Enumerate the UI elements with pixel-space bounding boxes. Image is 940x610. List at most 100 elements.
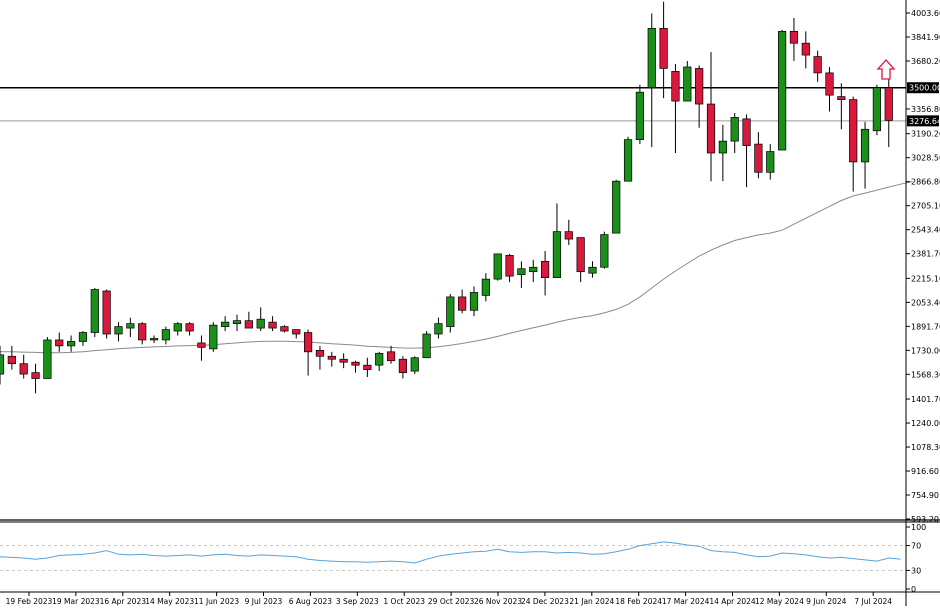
bear-candle	[280, 326, 289, 332]
price-tick-label: 2866.80	[911, 178, 940, 187]
oscillator-tick-label: 100	[911, 523, 926, 532]
bull-candle	[552, 231, 562, 278]
oscillator-tick-label: 0	[911, 585, 916, 594]
bull-candle	[517, 268, 526, 276]
price-tick-label: 1568.30	[911, 370, 940, 379]
time-tick-label: 3 Sep 2023	[336, 597, 379, 606]
bear-candle	[813, 56, 822, 74]
bull-candle	[434, 323, 443, 335]
bull-candle	[422, 333, 431, 359]
time-tick-label: 16 Apr 2023	[100, 597, 147, 606]
time-tick-label: 14 Apr 2024	[709, 597, 756, 606]
time-tick-label: 21 Jan 2024	[569, 597, 614, 606]
price-tick-label: 916.60	[911, 467, 939, 476]
bear-candle	[540, 260, 550, 278]
bear-candle	[695, 68, 704, 105]
bull-candle	[730, 117, 739, 142]
bull-candle	[375, 352, 384, 366]
bear-candle	[564, 231, 573, 240]
bear-candle	[19, 363, 28, 375]
price-tick-label: 3841.90	[911, 33, 940, 42]
price-tick-label: 1078.30	[911, 443, 940, 452]
time-tick-label: 6 Aug 2023	[289, 597, 332, 606]
bull-candle	[78, 332, 88, 342]
bull-candle	[446, 296, 455, 327]
bull-candle	[647, 28, 656, 89]
bull-candle	[149, 338, 159, 341]
bear-candle	[576, 237, 585, 273]
bull-candle	[256, 318, 265, 329]
bull-candle	[90, 289, 99, 333]
bull-candle	[860, 128, 870, 163]
price-tick-label: 1401.70	[911, 395, 940, 404]
time-tick-label: 18 Feb 2024	[615, 597, 662, 606]
arrow-layer	[876, 59, 896, 80]
price-tick-label: 2215.10	[911, 274, 940, 283]
bear-candle	[244, 320, 253, 329]
price-label-box	[907, 115, 939, 127]
bear-candle	[185, 323, 194, 332]
price-label: 3500.00	[909, 84, 940, 93]
time-tick-label: 7 Jul 2024	[854, 597, 892, 606]
bear-candle	[505, 255, 514, 277]
price-tick-label: 2053.40	[911, 298, 940, 307]
bull-candle	[481, 278, 490, 296]
up-arrow-icon	[876, 59, 896, 80]
bull-candle	[872, 87, 882, 132]
time-tick-label: 29 Oct 2023	[428, 597, 475, 606]
bear-candle	[458, 296, 467, 311]
oscillator-layer	[0, 541, 906, 571]
time-tick-label: 1 Oct 2023	[383, 597, 425, 606]
horizontal-lines-layer	[0, 86, 906, 122]
bear-candle	[7, 355, 16, 365]
price-label: 3276.64	[909, 117, 940, 126]
price-tick-label: 1891.70	[911, 322, 940, 331]
time-tick-label: 19 Feb 2023	[6, 597, 53, 606]
price-tick-label: 2381.70	[911, 250, 940, 259]
bull-candle	[718, 140, 727, 154]
bull-candle	[66, 341, 76, 347]
bear-candle	[398, 358, 407, 373]
price-tick-label: 3028.50	[911, 154, 940, 163]
bull-candle	[221, 321, 230, 327]
price-tick-label: 3190.20	[911, 130, 940, 139]
bear-candle	[339, 358, 348, 363]
time-tick-label: 26 Nov 2023	[474, 597, 522, 606]
bear-candle	[31, 372, 40, 379]
bear-candle	[659, 28, 668, 69]
bull-candle	[766, 151, 775, 173]
bear-candle	[837, 96, 846, 100]
price-tick-label: 3356.80	[911, 105, 940, 114]
bear-candle	[789, 30, 799, 44]
oscillator-tick-label: 30	[911, 566, 921, 575]
bear-candle	[304, 332, 313, 353]
bear-candle	[671, 71, 680, 102]
bull-candle	[209, 324, 218, 350]
bear-candle	[754, 143, 763, 173]
bear-candle	[55, 339, 64, 347]
time-tick-label: 17 Mar 2024	[662, 597, 710, 606]
bear-candle	[138, 323, 147, 341]
bull-candle	[623, 139, 633, 182]
price-tick-label: 3680.20	[911, 57, 940, 66]
price-label-box	[907, 82, 939, 94]
bull-candle	[635, 91, 645, 140]
time-tick-label: 19 Mar 2023	[52, 597, 100, 606]
bear-candle	[849, 99, 858, 163]
bear-candle	[327, 355, 336, 360]
price-tick-label: 2705.10	[911, 202, 940, 211]
price-tick-label: 4003.60	[911, 9, 940, 18]
bear-candle	[742, 118, 751, 146]
moving-average-line	[0, 181, 913, 354]
bull-candle	[588, 266, 597, 274]
time-tick-label: 12 May 2024	[755, 597, 804, 606]
bull-candle	[529, 266, 538, 273]
bull-candle	[612, 180, 621, 234]
candles-layer	[0, 1, 893, 394]
bear-candle	[884, 87, 893, 121]
bull-candle	[232, 320, 242, 324]
bear-candle	[268, 321, 277, 329]
